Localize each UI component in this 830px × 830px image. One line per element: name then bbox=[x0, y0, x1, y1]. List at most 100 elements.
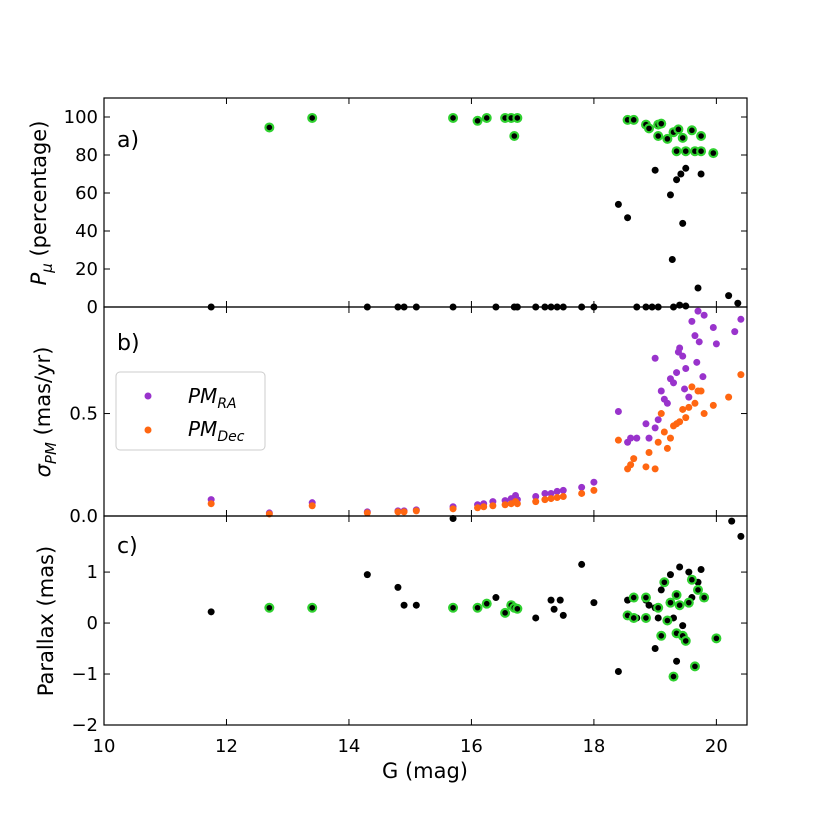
point-pm-dec bbox=[501, 501, 509, 509]
point-nonmember bbox=[697, 566, 705, 574]
point-pm-ra bbox=[691, 332, 699, 340]
point-member bbox=[630, 615, 637, 621]
point-pm-ra bbox=[663, 399, 671, 407]
point-member bbox=[689, 127, 695, 134]
panel-b-ytick-label: 0.5 bbox=[69, 404, 98, 425]
legend-box bbox=[115, 371, 266, 451]
panel-a: 0 20 40 60 80 100 a) Pμ (percentage) bbox=[27, 97, 748, 318]
point-pm-dec bbox=[308, 502, 316, 510]
legend-label-ra-main: PM bbox=[188, 384, 217, 408]
point-member bbox=[630, 117, 637, 123]
point-nonmember bbox=[657, 586, 665, 594]
point-nonmember bbox=[685, 568, 693, 576]
point-nonmember bbox=[734, 299, 742, 307]
point-member bbox=[673, 592, 680, 598]
point-member bbox=[658, 120, 665, 127]
point-member bbox=[670, 673, 677, 680]
point-member bbox=[698, 133, 704, 139]
point-member bbox=[667, 599, 674, 606]
point-pm-dec bbox=[207, 500, 215, 508]
point-member bbox=[646, 125, 652, 132]
point-pm-ra bbox=[685, 393, 693, 401]
point-pm-ra bbox=[541, 489, 549, 497]
point-pm-ra bbox=[642, 420, 650, 428]
point-pm-ra bbox=[709, 323, 717, 331]
point-pm-dec bbox=[394, 508, 402, 516]
point-pm-ra bbox=[695, 338, 703, 346]
point-nonmember bbox=[449, 515, 457, 523]
x-axis-label: G (mag) bbox=[382, 759, 468, 783]
point-nonmember bbox=[677, 170, 685, 178]
panel-c-ytick-label: 0 bbox=[87, 613, 98, 634]
point-member bbox=[689, 576, 695, 583]
point-member bbox=[514, 115, 521, 121]
point-pm-dec bbox=[541, 496, 549, 504]
legend-marker-ra bbox=[144, 392, 152, 400]
point-pm-ra bbox=[673, 369, 681, 377]
point-nonmember bbox=[207, 608, 215, 616]
point-nonmember bbox=[590, 599, 598, 607]
legend-label-dec: PMDec bbox=[188, 417, 245, 445]
point-nonmember bbox=[532, 614, 540, 622]
legend-label-ra-sub: RA bbox=[217, 396, 236, 412]
point-member bbox=[664, 136, 671, 142]
point-nonmember bbox=[394, 583, 402, 591]
point-member bbox=[643, 594, 649, 601]
panel-b-ylabel: σPM (mas/yr) bbox=[31, 347, 60, 478]
panel-a-label: a) bbox=[117, 128, 139, 153]
point-nonmember bbox=[651, 166, 659, 174]
point-pm-dec bbox=[627, 461, 635, 469]
point-member bbox=[701, 594, 707, 601]
point-pm-ra bbox=[654, 416, 662, 424]
point-nonmember bbox=[737, 532, 745, 540]
point-nonmember bbox=[668, 256, 676, 263]
legend-label-dec-sub: Dec bbox=[217, 429, 244, 445]
point-nonmember bbox=[666, 191, 674, 199]
point-nonmember bbox=[697, 170, 705, 178]
point-pm-ra bbox=[688, 317, 696, 325]
point-pm-ra bbox=[590, 478, 598, 486]
point-pm-dec bbox=[474, 504, 482, 512]
point-pm-dec bbox=[654, 438, 662, 446]
point-pm-ra bbox=[700, 311, 708, 319]
point-pm-ra bbox=[633, 434, 641, 442]
point-pm-dec bbox=[449, 505, 457, 513]
point-pm-dec bbox=[657, 410, 665, 418]
panel-c-ylabel: Parallax (mas) bbox=[34, 546, 58, 696]
panel-a-ytick-label: 0 bbox=[87, 297, 98, 318]
point-pm-dec bbox=[614, 436, 622, 444]
point-pm-dec bbox=[697, 387, 705, 395]
point-pm-ra bbox=[532, 493, 540, 501]
point-nonmember bbox=[550, 605, 558, 613]
point-pm-dec bbox=[666, 434, 674, 442]
panel-a-ytick-label: 40 bbox=[75, 221, 98, 242]
point-pm-ra bbox=[657, 387, 665, 395]
point-member bbox=[673, 148, 680, 154]
point-nonmember bbox=[651, 645, 659, 653]
point-pm-dec bbox=[676, 418, 684, 426]
point-pm-dec bbox=[651, 465, 659, 473]
point-pm-dec bbox=[547, 495, 555, 503]
panel-a-ytick-label: 60 bbox=[75, 183, 98, 204]
point-member bbox=[450, 604, 456, 611]
panel-a-ytick-label: 20 bbox=[75, 259, 98, 280]
point-pm-dec bbox=[578, 489, 586, 497]
panel-c-frame bbox=[103, 515, 748, 726]
point-member bbox=[483, 600, 490, 607]
point-member bbox=[675, 126, 682, 133]
point-pm-dec bbox=[412, 507, 420, 515]
panel-c-ytick-label: 1 bbox=[87, 562, 98, 583]
point-nonmember bbox=[725, 292, 733, 300]
point-nonmember bbox=[679, 219, 687, 227]
point-pm-dec bbox=[700, 410, 708, 418]
point-member bbox=[483, 115, 490, 121]
point-nonmember bbox=[363, 571, 371, 579]
point-member bbox=[474, 604, 481, 611]
point-member bbox=[695, 587, 701, 593]
point-nonmember bbox=[679, 622, 687, 630]
point-nonmember bbox=[673, 176, 681, 184]
point-pm-ra bbox=[682, 364, 690, 372]
panel-b-ylabel-main: σ bbox=[31, 463, 55, 477]
panel-a-ytick-label: 80 bbox=[75, 145, 98, 166]
